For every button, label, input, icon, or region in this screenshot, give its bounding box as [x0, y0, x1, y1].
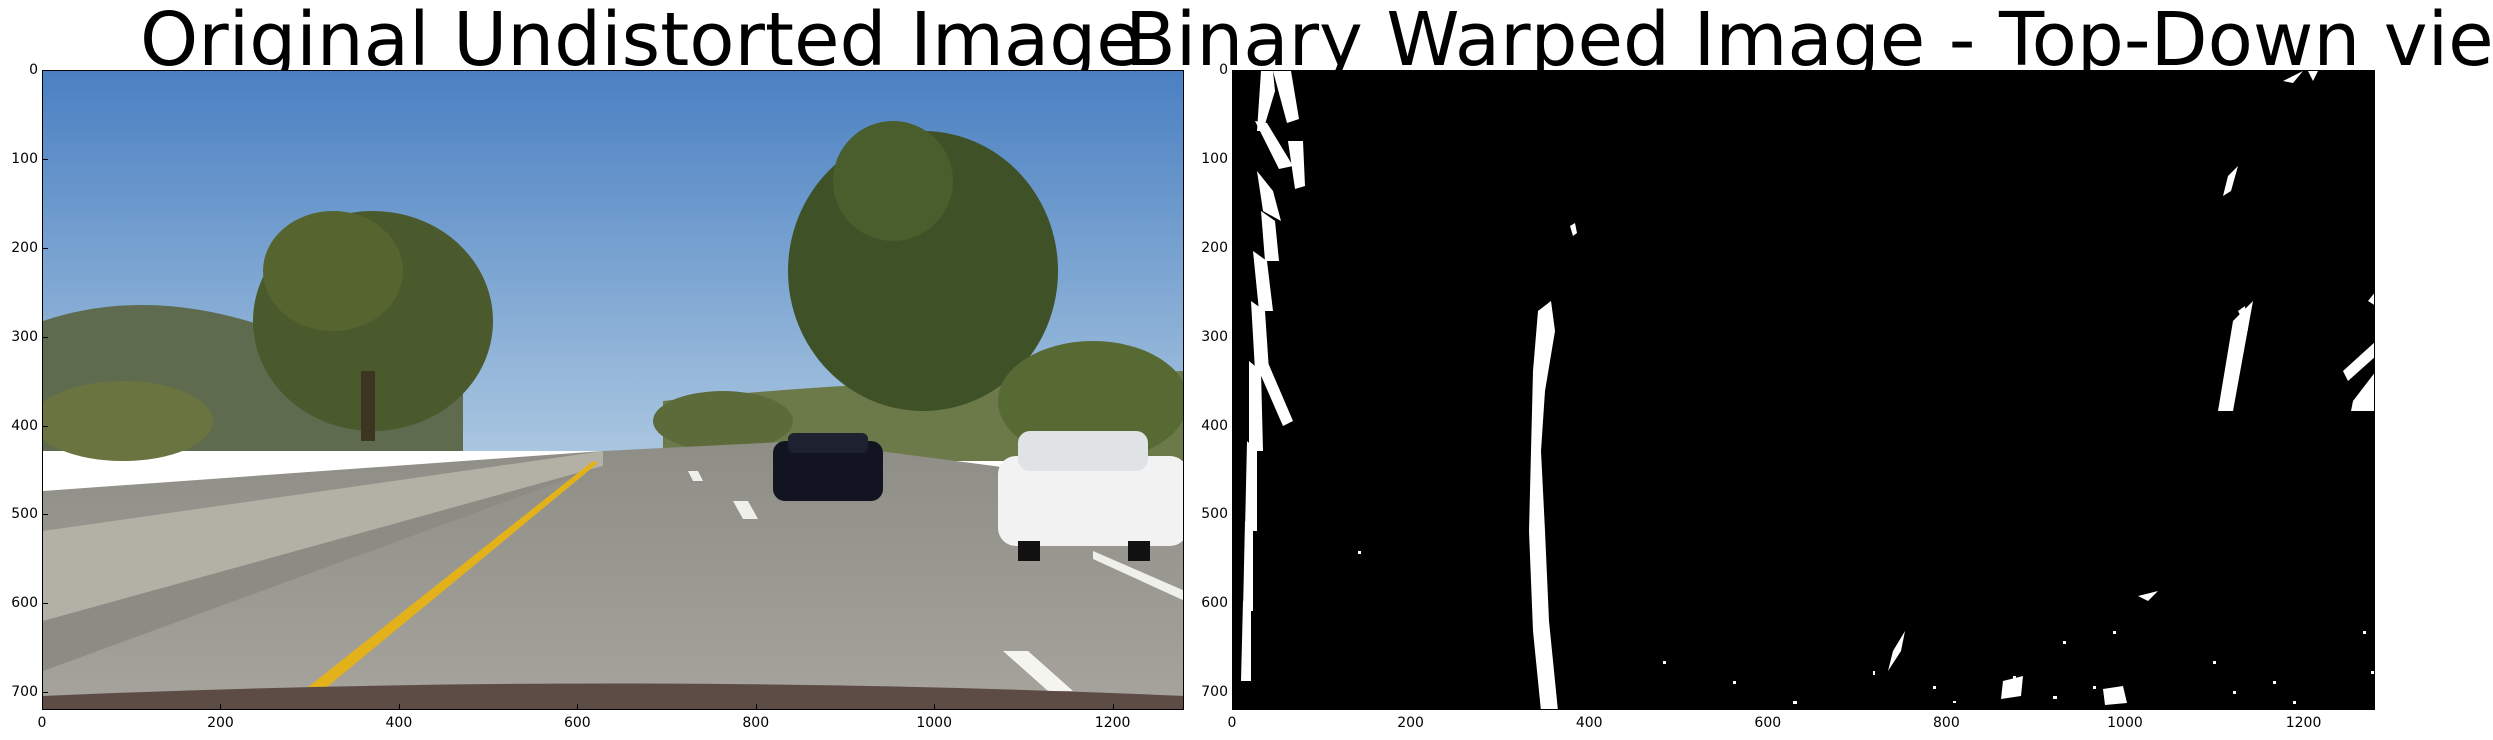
x-tick-label: 600: [1754, 715, 1782, 731]
x-tick-label: 800: [742, 715, 770, 731]
y-tick-mark: [42, 692, 48, 694]
y-tick-label: 300: [11, 328, 38, 345]
y-tick-label: 200: [1201, 239, 1228, 256]
y-tick-mark: [1232, 603, 1238, 605]
figure-title-binary-warped: Binary Warped Image - Top-Down view: [1125, 0, 2493, 83]
binary-warped-image: [1232, 70, 2375, 710]
x-tick-label: 200: [1397, 715, 1424, 731]
y-tick-mark: [42, 603, 48, 605]
x-tick-mark: [42, 704, 43, 710]
y-tick-label: 500: [11, 506, 38, 523]
x-tick-mark: [1767, 704, 1769, 710]
y-tick-label: 400: [11, 417, 38, 434]
y-tick-label: 200: [11, 239, 38, 256]
x-tick-mark: [1232, 704, 1233, 710]
y-tick-mark: [1232, 336, 1238, 338]
y-tick-label: 600: [1201, 595, 1228, 612]
x-tick-mark: [934, 704, 936, 710]
y-tick-mark: [42, 514, 48, 516]
x-tick-label: 400: [1575, 715, 1603, 731]
x-tick-mark: [1589, 704, 1591, 710]
x-tick-mark: [1410, 704, 1412, 710]
x-tick-mark: [755, 704, 757, 710]
x-tick-label: 0: [1227, 715, 1237, 731]
x-tick-label: 200: [207, 715, 234, 731]
y-tick-label: 0: [1219, 62, 1228, 78]
y-tick-mark: [42, 158, 48, 160]
y-tick-label: 700: [1201, 684, 1228, 701]
y-tick-mark: [42, 247, 48, 249]
y-tick-label: 400: [1201, 417, 1228, 434]
y-tick-mark: [1232, 70, 1238, 71]
x-tick-label: 1000: [916, 715, 952, 731]
y-tick-label: 700: [11, 684, 38, 701]
y-tick-mark: [1232, 514, 1238, 516]
y-tick-mark: [1232, 247, 1238, 249]
y-tick-mark: [1232, 425, 1238, 427]
y-tick-mark: [1232, 692, 1238, 694]
x-tick-mark: [1112, 704, 1114, 710]
y-tick-label: 300: [1201, 328, 1228, 345]
x-tick-mark: [2124, 704, 2126, 710]
x-tick-label: 800: [1933, 715, 1960, 731]
undistorted-road-image: [42, 70, 1184, 710]
y-tick-mark: [42, 336, 48, 338]
y-tick-label: 0: [29, 62, 38, 78]
x-tick-mark: [1946, 704, 1948, 710]
y-tick-label: 100: [1201, 150, 1228, 167]
x-tick-label: 1200: [1094, 715, 1131, 731]
figure-title-original: Original Undistorted Image: [140, 0, 1142, 83]
x-tick-mark: [220, 704, 222, 710]
y-tick-label: 500: [1201, 506, 1228, 523]
x-tick-mark: [398, 704, 400, 710]
y-tick-label: 100: [11, 150, 38, 167]
y-tick-mark: [42, 70, 48, 71]
x-tick-label: 400: [385, 715, 413, 731]
x-tick-label: 1200: [2285, 715, 2322, 731]
y-tick-label: 600: [11, 595, 38, 612]
x-tick-label: 0: [37, 715, 47, 731]
x-tick-mark: [2303, 704, 2305, 710]
y-tick-mark: [1232, 158, 1238, 160]
x-tick-label: 600: [563, 715, 591, 731]
y-tick-mark: [42, 425, 48, 427]
x-tick-mark: [577, 704, 579, 710]
x-tick-label: 1000: [2107, 715, 2143, 731]
